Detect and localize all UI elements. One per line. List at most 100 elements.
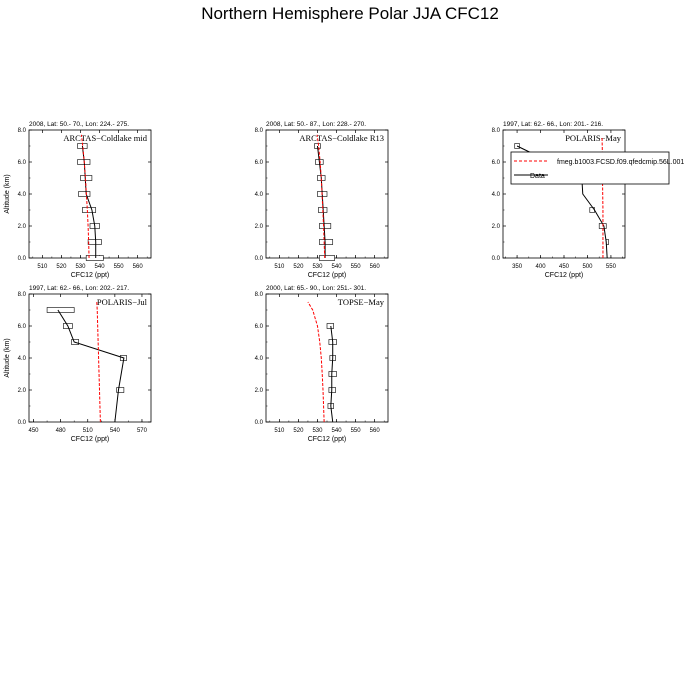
x-tick-label: 530: [312, 428, 323, 434]
model-series-line: [96, 301, 101, 423]
legend-data-label: Data: [530, 173, 545, 180]
x-tick-label: 550: [606, 264, 617, 270]
x-tick-label: 500: [582, 264, 593, 270]
x-tick-label: 520: [293, 264, 304, 270]
data-range-box: [46, 307, 75, 313]
y-tick-label: 6.0: [255, 324, 264, 330]
x-tick-label: 530: [312, 264, 323, 270]
y-tick-label: 8.0: [255, 128, 264, 134]
model-series-line: [80, 134, 90, 259]
x-axis-label: CFC12 (ppt): [308, 272, 347, 279]
data-series-line: [330, 325, 334, 423]
x-tick-label: 560: [370, 428, 381, 434]
x-tick-label: 560: [133, 264, 144, 270]
panel-header: 1997, Lat: 62.- 66., Lon: 202.- 217.: [29, 285, 129, 292]
y-tick-label: 2.0: [18, 388, 27, 394]
model-series-line: [316, 134, 326, 259]
data-range-box: [116, 387, 125, 393]
y-tick-label: 4.0: [255, 192, 264, 198]
data-range-box: [319, 223, 332, 229]
x-tick-label: 540: [332, 428, 343, 434]
y-tick-label: 8.0: [492, 128, 501, 134]
figure-title: Northern Hemisphere Polar JJA CFC12: [201, 4, 499, 23]
campaign-label: POLARIS−May: [565, 133, 622, 143]
x-tick-label: 510: [274, 264, 285, 270]
data-range-box: [328, 371, 337, 377]
x-tick-label: 510: [274, 428, 285, 434]
y-tick-label: 4.0: [255, 356, 264, 362]
model-series-line: [307, 301, 325, 423]
campaign-label: TOPSE−May: [338, 297, 385, 307]
x-tick-label: 450: [559, 264, 570, 270]
data-range-box: [80, 175, 93, 181]
y-tick-label: 8.0: [255, 292, 264, 298]
legend-frame: [510, 151, 670, 185]
x-tick-label: 540: [95, 264, 106, 270]
y-tick-label: 0.0: [18, 420, 27, 426]
panel-header: 1997, Lat: 62.- 66., Lon: 201.- 216.: [503, 121, 603, 128]
y-tick-label: 8.0: [18, 128, 27, 134]
campaign-label: POLARIS−Jul: [97, 297, 148, 307]
x-tick-label: 450: [29, 428, 40, 434]
y-tick-label: 4.0: [18, 192, 27, 198]
y-tick-label: 8.0: [18, 292, 27, 298]
x-tick-label: 570: [137, 428, 148, 434]
y-tick-label: 0.0: [492, 256, 501, 262]
x-axis-label: CFC12 (ppt): [71, 436, 110, 443]
campaign-label: ARCTAS−Coldlake mid: [63, 133, 147, 143]
legend-box: fmeg.b1003.FCSD.f09.qfedcmip.56L.001 Dat…: [510, 151, 684, 185]
y-tick-label: 4.0: [18, 356, 27, 362]
x-tick-label: 520: [293, 428, 304, 434]
x-tick-label: 530: [75, 264, 86, 270]
model-series-line: [601, 137, 604, 258]
x-tick-label: 520: [56, 264, 67, 270]
x-tick-label: 480: [56, 428, 67, 434]
x-tick-label: 550: [114, 264, 125, 270]
x-axis-label: CFC12 (ppt): [545, 272, 584, 279]
panel-header: 2000, Lat: 65.- 90., Lon: 251.- 301.: [266, 285, 366, 292]
y-tick-label: 0.0: [255, 420, 264, 426]
y-tick-label: 2.0: [18, 224, 27, 230]
x-tick-label: 550: [351, 264, 362, 270]
x-tick-label: 510: [83, 428, 94, 434]
data-range-box: [85, 255, 104, 261]
y-tick-label: 6.0: [492, 160, 501, 166]
x-tick-label: 350: [512, 264, 523, 270]
y-tick-label: 4.0: [492, 192, 501, 198]
panel-4: 2000, Lat: 65.- 90., Lon: 251.- 301. TOPS…: [255, 285, 389, 443]
data-range-box: [326, 323, 334, 329]
y-tick-label: 6.0: [255, 160, 264, 166]
panel-header: 2008, Lat: 50.- 70., Lon: 224.- 275.: [29, 121, 129, 128]
panel-header: 2008, Lat: 50.- 87., Lon: 228.- 270.: [266, 121, 366, 128]
y-tick-label: 2.0: [492, 224, 501, 230]
y-tick-label: 6.0: [18, 324, 27, 330]
x-tick-label: 510: [37, 264, 48, 270]
data-range-box: [78, 191, 91, 197]
data-range-box: [514, 143, 520, 149]
panel-3: 1997, Lat: 62.- 66., Lon: 202.- 217. POLA…: [4, 285, 152, 443]
x-tick-label: 550: [351, 428, 362, 434]
data-range-box: [82, 207, 97, 213]
x-tick-label: 560: [370, 264, 381, 270]
panel-0: 2008, Lat: 50.- 70., Lon: 224.- 275. ARCT…: [4, 121, 152, 279]
x-axis-label: CFC12 (ppt): [71, 272, 110, 279]
panels-group: 2008, Lat: 50.- 70., Lon: 224.- 275. ARCT…: [4, 121, 626, 443]
data-series-line: [81, 145, 97, 258]
y-tick-label: 6.0: [18, 160, 27, 166]
y-tick-label: 0.0: [18, 256, 27, 262]
panel-1: 2008, Lat: 50.- 87., Lon: 228.- 270. ARCT…: [255, 121, 389, 279]
x-axis-label: CFC12 (ppt): [308, 436, 347, 443]
data-series-line: [57, 309, 125, 423]
x-tick-label: 540: [332, 264, 343, 270]
y-tick-label: 2.0: [255, 388, 264, 394]
x-tick-label: 400: [536, 264, 547, 270]
data-range-box: [87, 239, 102, 245]
y-axis-label: Altitude (km): [4, 174, 11, 213]
data-range-box: [319, 255, 335, 261]
x-tick-label: 540: [110, 428, 121, 434]
campaign-label: ARCTAS−Coldlake R13: [299, 133, 384, 143]
legend-model-label: fmeg.b1003.FCSD.f09.qfedcmip.56L.001: [557, 159, 684, 166]
y-tick-label: 2.0: [255, 224, 264, 230]
